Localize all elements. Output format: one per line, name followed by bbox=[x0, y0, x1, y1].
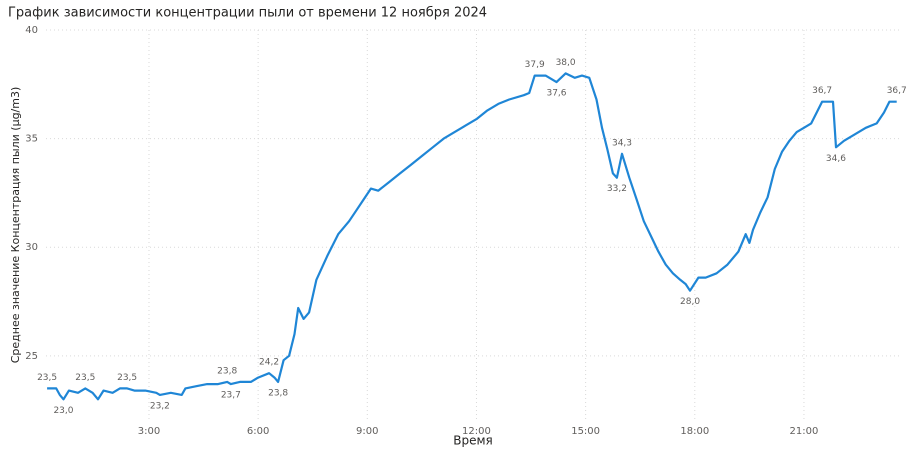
x-tick-label: 21:00 bbox=[790, 426, 819, 437]
y-tick-label: 40 bbox=[25, 25, 38, 36]
x-tick-label: 15:00 bbox=[571, 426, 600, 437]
data-label: 34,6 bbox=[826, 154, 846, 164]
data-line bbox=[47, 72, 897, 401]
data-label: 23,8 bbox=[217, 366, 237, 376]
x-tick-label: 3:00 bbox=[138, 426, 160, 437]
data-label: 23,5 bbox=[75, 373, 95, 383]
data-label: 38,0 bbox=[556, 58, 576, 68]
data-label: 23,7 bbox=[221, 391, 241, 401]
data-label: 28,0 bbox=[680, 297, 700, 307]
x-tick-label: 9:00 bbox=[356, 426, 378, 437]
data-label: 37,6 bbox=[546, 89, 566, 99]
y-tick-label: 25 bbox=[25, 351, 38, 362]
y-tick-label: 35 bbox=[25, 134, 38, 145]
data-label: 33,2 bbox=[607, 184, 627, 194]
x-tick-label: 6:00 bbox=[247, 426, 269, 437]
data-label: 23,5 bbox=[37, 373, 57, 383]
x-axis-title: Время bbox=[453, 434, 493, 448]
data-label: 37,9 bbox=[525, 60, 545, 70]
data-label: 23,2 bbox=[150, 401, 170, 411]
y-axis-title: Среднее значение Концентрация пыли (µg/m… bbox=[9, 87, 22, 364]
data-label: 23,8 bbox=[268, 388, 288, 398]
x-tick-label: 18:00 bbox=[680, 426, 709, 437]
chart-title: График зависимости концентрации пыли от … bbox=[8, 6, 487, 21]
data-label: 36,7 bbox=[887, 86, 907, 96]
data-label: 36,7 bbox=[812, 86, 832, 96]
data-label: 23,0 bbox=[53, 406, 73, 416]
y-tick-label: 30 bbox=[25, 242, 38, 253]
data-label: 23,5 bbox=[117, 373, 137, 383]
data-label: 34,3 bbox=[612, 138, 632, 148]
x-tick-label: 12:00 bbox=[462, 426, 491, 437]
data-label: 24,2 bbox=[259, 358, 279, 368]
